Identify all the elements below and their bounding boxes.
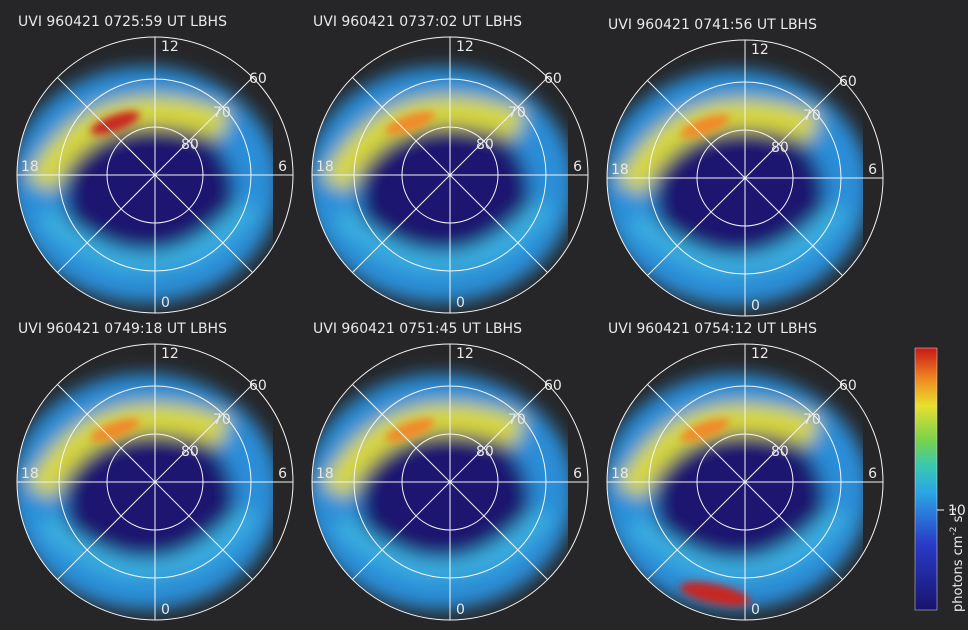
polar-label: 80 (181, 137, 199, 153)
hot-spot (90, 418, 140, 442)
meridian (647, 384, 843, 580)
polar-label: 80 (771, 140, 789, 156)
spot (680, 114, 730, 138)
nightside-oval (627, 200, 849, 277)
polar-label: 18 (316, 466, 334, 482)
polar-cap (65, 115, 235, 275)
nightside-oval (37, 197, 259, 274)
polar-label: 18 (611, 466, 629, 482)
polar-cap (655, 118, 825, 278)
polar-label: 80 (771, 444, 789, 460)
spot (680, 418, 730, 442)
panel-title: UVI 960421 0725:59 UT LBHS (18, 14, 227, 30)
polar-cap (65, 422, 235, 582)
spot (385, 111, 435, 135)
polar-label: 18 (611, 162, 629, 178)
polar-label: 12 (751, 346, 769, 362)
spot (385, 418, 435, 442)
colorbar-tick-label: 10 (948, 503, 966, 519)
auroral-panel: 12 0 18 6 60 70 80 UVI 960421 0749:18 UT LBHS (16, 321, 294, 621)
polar-label: 60 (839, 74, 857, 90)
polar-label: 60 (544, 378, 562, 394)
hot-spot (680, 114, 730, 138)
polar-label: 18 (21, 159, 39, 175)
polar-label: 80 (476, 137, 494, 153)
meridian (57, 384, 253, 580)
polar-label: 6 (278, 159, 287, 175)
panel-title: UVI 960421 0754:12 UT LBHS (608, 321, 817, 337)
polar-label: 0 (751, 298, 760, 314)
polar-label: 70 (213, 412, 231, 428)
polar-label: 0 (161, 602, 170, 618)
polar-label: 12 (456, 346, 474, 362)
polar-label: 18 (21, 466, 39, 482)
polar-label: 60 (839, 378, 857, 394)
meridian (352, 77, 548, 273)
polar-cap (360, 115, 530, 275)
hot-spot (679, 418, 751, 607)
polar-label: 70 (508, 412, 526, 428)
panel-title: UVI 960421 0737:02 UT LBHS (313, 14, 522, 30)
meridian (57, 77, 253, 273)
polar-cap (360, 422, 530, 582)
spot (90, 418, 140, 442)
polar-label: 70 (803, 412, 821, 428)
polar-label: 80 (181, 444, 199, 460)
hot-spot (385, 111, 435, 135)
polar-label: 80 (476, 444, 494, 460)
polar-label: 12 (161, 39, 179, 55)
nightside-oval (332, 504, 554, 581)
spot (679, 581, 751, 607)
polar-label: 70 (803, 108, 821, 124)
polar-label: 6 (868, 466, 877, 482)
auroral-panel: 12 0 18 6 60 70 80 UVI 960421 0737:02 UT LBHS (311, 14, 589, 314)
spot (90, 111, 140, 135)
panel-title: UVI 960421 0751:45 UT LBHS (313, 321, 522, 337)
polar-label: 6 (573, 466, 582, 482)
polar-label: 0 (456, 602, 465, 618)
polar-label: 70 (213, 105, 231, 121)
polar-label: 6 (573, 159, 582, 175)
panel-title: UVI 960421 0741:56 UT LBHS (608, 17, 817, 33)
polar-label: 60 (249, 378, 267, 394)
polar-label: 70 (508, 105, 526, 121)
panel-title: UVI 960421 0749:18 UT LBHS (18, 321, 227, 337)
polar-label: 12 (161, 346, 179, 362)
polar-label: 6 (278, 466, 287, 482)
polar-label: 0 (456, 295, 465, 311)
nightside-oval (332, 197, 554, 274)
hot-spot (385, 418, 435, 442)
polar-label: 0 (751, 602, 760, 618)
nightside-oval (627, 504, 849, 581)
polar-label: 12 (456, 39, 474, 55)
polar-label: 60 (544, 71, 562, 87)
polar-label: 18 (316, 159, 334, 175)
colorbar (914, 347, 938, 611)
nightside-oval (37, 504, 259, 581)
hot-spot (90, 111, 140, 135)
meridian (352, 384, 548, 580)
auroral-panel: 12 0 18 6 60 70 80 UVI 960421 0741:56 UT LBHS (606, 17, 884, 317)
polar-label: 60 (249, 71, 267, 87)
polar-label: 6 (868, 162, 877, 178)
colorbar-label: photons cm-2 s-1 (949, 507, 966, 612)
polar-cap (655, 422, 825, 582)
polar-label: 0 (161, 295, 170, 311)
meridian (647, 80, 843, 276)
polar-label: 12 (751, 42, 769, 58)
